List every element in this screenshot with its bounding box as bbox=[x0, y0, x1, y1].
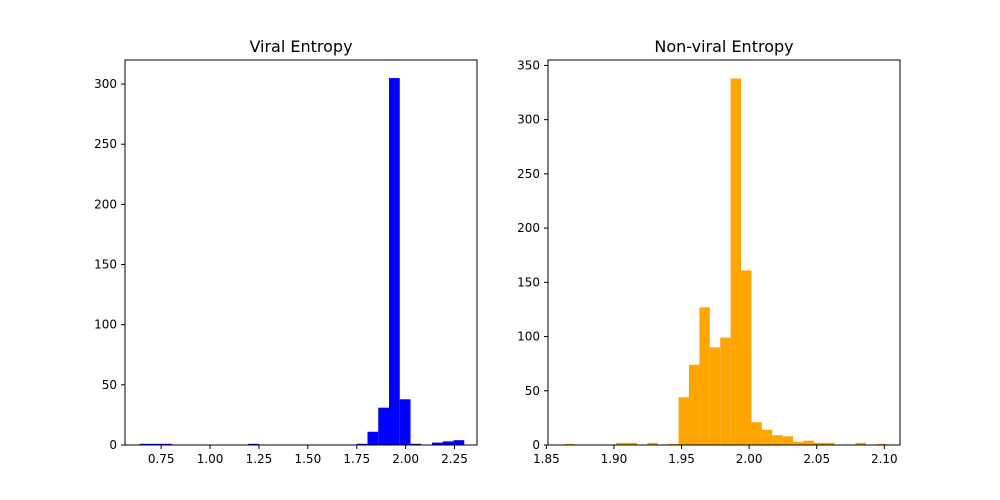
viral-entropy-x-tick-label-0: 0.75 bbox=[148, 452, 175, 466]
non-viral-entropy-bar-20 bbox=[855, 442, 866, 445]
viral-entropy-y-tick-label-3: 150 bbox=[94, 258, 117, 272]
non-viral-entropy-bar-9 bbox=[720, 337, 731, 445]
viral-entropy-bar-1 bbox=[150, 443, 162, 445]
non-viral-entropy-y-tick-label-1: 50 bbox=[525, 384, 540, 398]
viral-entropy-y-tick-label-2: 100 bbox=[94, 318, 117, 332]
non-viral-entropy-bar-6 bbox=[688, 364, 700, 445]
non-viral-entropy-x-axis: 1.85 1.90 1.95 2.00 2.05 2.10 bbox=[533, 445, 898, 466]
viral-entropy-bar-11 bbox=[442, 441, 454, 445]
viral-entropy-bar-12 bbox=[453, 440, 465, 445]
non-viral-entropy-bar-11 bbox=[741, 270, 752, 445]
non-viral-entropy-bar-18 bbox=[813, 442, 825, 445]
non-viral-entropy-bar-16 bbox=[793, 441, 804, 445]
viral-entropy-plot-frame bbox=[124, 59, 478, 446]
viral-entropy-bar-0 bbox=[139, 443, 151, 445]
viral-entropy-y-tick-label-5: 250 bbox=[94, 137, 117, 151]
viral-entropy-y-axis: 0 50 100 150 200 250 300 bbox=[94, 77, 125, 452]
non-viral-entropy-bar-13 bbox=[761, 429, 773, 445]
non-viral-entropy-bar-14 bbox=[772, 435, 783, 445]
non-viral-entropy-x-tick-label-4: 2.05 bbox=[803, 452, 830, 466]
non-viral-entropy-x-tick-label-1: 1.90 bbox=[601, 452, 628, 466]
non-viral-entropy-y-tick-label-0: 0 bbox=[532, 438, 540, 452]
viral-entropy-bar-3 bbox=[248, 443, 259, 445]
viral-entropy-y-tick-label-1: 50 bbox=[102, 378, 117, 392]
viral-entropy-bars bbox=[139, 78, 465, 446]
non-viral-entropy-bar-19 bbox=[824, 442, 835, 445]
non-viral-entropy-bar-2 bbox=[626, 442, 637, 445]
non-viral-entropy-bar-8 bbox=[709, 347, 721, 445]
viral-entropy-bar-5 bbox=[367, 431, 379, 445]
viral-entropy-x-tick-label-3: 1.50 bbox=[294, 452, 321, 466]
non-viral-entropy-plot-frame bbox=[547, 59, 901, 446]
non-viral-entropy-bars bbox=[564, 78, 887, 445]
non-viral-entropy-y-tick-label-6: 300 bbox=[517, 113, 540, 127]
non-viral-entropy-bar-4 bbox=[668, 443, 679, 445]
viral-entropy-bar-9 bbox=[410, 443, 422, 445]
non-viral-entropy-bar-17 bbox=[803, 440, 814, 445]
viral-entropy-x-tick-label-2: 1.25 bbox=[246, 452, 273, 466]
viral-entropy-title: Viral Entropy bbox=[249, 37, 352, 56]
viral-entropy-bar-4 bbox=[356, 443, 368, 445]
non-viral-entropy-bar-1 bbox=[616, 442, 627, 445]
non-viral-entropy-y-tick-label-5: 250 bbox=[517, 167, 540, 181]
non-viral-entropy-x-tick-label-2: 1.95 bbox=[668, 452, 695, 466]
non-viral-entropy-y-tick-label-3: 150 bbox=[517, 275, 540, 289]
viral-entropy-bar-7 bbox=[389, 78, 400, 446]
viral-entropy-bar-6 bbox=[378, 407, 389, 445]
viral-entropy-x-tick-label-1: 1.00 bbox=[197, 452, 224, 466]
non-viral-entropy-x-tick-label-5: 2.10 bbox=[871, 452, 898, 466]
non-viral-entropy-title: Non-viral Entropy bbox=[654, 37, 793, 56]
non-viral-entropy-bar-10 bbox=[730, 78, 742, 445]
viral-entropy-bar-8 bbox=[399, 399, 411, 445]
non-viral-entropy-y-tick-label-4: 200 bbox=[517, 221, 540, 235]
non-viral-entropy-y-tick-label-7: 350 bbox=[517, 58, 540, 72]
non-viral-entropy-bar-12 bbox=[751, 422, 762, 445]
viral-entropy-y-tick-label-4: 200 bbox=[94, 197, 117, 211]
viral-entropy-y-tick-label-0: 0 bbox=[109, 438, 117, 452]
non-viral-entropy-bar-21 bbox=[876, 443, 887, 445]
non-viral-entropy-y-tick-label-2: 100 bbox=[517, 330, 540, 344]
non-viral-entropy-y-axis: 0 50 100 150 200 250 300 350 bbox=[517, 58, 548, 452]
non-viral-entropy-x-tick-label-0: 1.85 bbox=[533, 452, 560, 466]
viral-entropy-x-tick-label-4: 1.75 bbox=[343, 452, 370, 466]
viral-entropy-y-tick-label-6: 300 bbox=[94, 77, 117, 91]
non-viral-entropy-bar-3 bbox=[647, 442, 658, 445]
non-viral-entropy-bar-0 bbox=[564, 443, 575, 445]
viral-entropy-bar-2 bbox=[161, 443, 172, 445]
non-viral-entropy-bar-7 bbox=[699, 307, 710, 445]
viral-entropy-x-tick-label-6: 2.25 bbox=[441, 452, 468, 466]
non-viral-entropy-bar-5 bbox=[678, 397, 689, 445]
viral-entropy-panel: Viral Entropy 0.75 1.00 1.25 1.50 1.75 2.00 2.… bbox=[94, 37, 478, 466]
viral-entropy-x-tick-label-5: 2.00 bbox=[392, 452, 419, 466]
viral-entropy-bar-10 bbox=[432, 442, 443, 445]
non-viral-entropy-bar-15 bbox=[782, 436, 794, 445]
non-viral-entropy-x-tick-label-3: 2.00 bbox=[736, 452, 763, 466]
viral-entropy-x-axis: 0.75 1.00 1.25 1.50 1.75 2.00 2.25 bbox=[148, 445, 468, 466]
non-viral-entropy-panel: Non-viral Entropy 1.85 1.90 1.95 2.00 2.05 2.… bbox=[517, 37, 901, 466]
